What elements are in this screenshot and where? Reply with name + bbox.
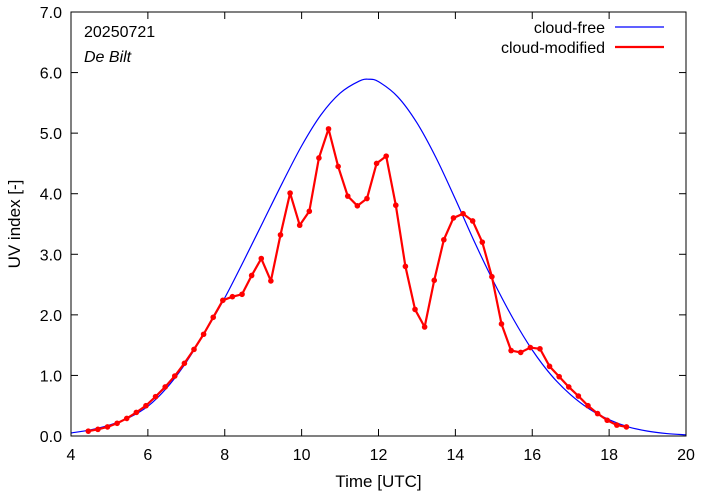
data-point-cloud-modified xyxy=(604,417,611,424)
data-point-cloud-modified xyxy=(383,153,389,159)
data-point-cloud-modified xyxy=(114,420,120,427)
data-point-cloud-modified xyxy=(594,410,601,417)
x-tick-label: 12 xyxy=(370,447,388,464)
data-point-cloud-modified xyxy=(162,384,168,390)
x-axis-label: Time [UTC] xyxy=(335,472,421,491)
data-point-cloud-modified xyxy=(402,263,409,270)
series-layer xyxy=(70,78,687,436)
x-tick-label: 6 xyxy=(143,447,152,464)
data-point-cloud-modified xyxy=(517,349,524,356)
data-point-cloud-modified xyxy=(152,393,159,400)
y-tick-label: 4.0 xyxy=(40,187,62,204)
data-point-cloud-modified xyxy=(364,195,370,202)
x-tick-label: 10 xyxy=(293,447,311,464)
data-point-cloud-modified xyxy=(623,424,630,430)
data-point-cloud-modified xyxy=(431,277,438,284)
data-point-cloud-modified xyxy=(287,190,293,196)
data-point-cloud-modified xyxy=(441,236,447,243)
x-tick-label: 18 xyxy=(600,447,618,464)
data-point-cloud-modified xyxy=(614,422,620,428)
x-tick-label: 14 xyxy=(446,447,464,464)
axis-ticks xyxy=(70,11,687,437)
data-point-cloud-modified xyxy=(200,331,207,338)
y-tick-label: 3.0 xyxy=(40,247,62,264)
x-tick-label: 20 xyxy=(677,447,695,464)
data-point-cloud-modified xyxy=(133,409,140,416)
y-axis-label: UV index [-] xyxy=(5,180,24,269)
data-point-cloud-modified xyxy=(489,273,495,280)
data-point-cloud-modified xyxy=(537,345,543,352)
data-point-cloud-modified xyxy=(412,306,418,313)
data-point-cloud-modified xyxy=(556,373,562,380)
data-point-cloud-modified xyxy=(248,272,255,279)
y-tick-label: 5.0 xyxy=(40,126,62,143)
location-label: De Bilt xyxy=(84,49,132,66)
data-point-cloud-modified xyxy=(210,314,217,321)
data-point-cloud-modified xyxy=(296,222,303,229)
x-tick-label: 16 xyxy=(523,447,541,464)
y-tick-label: 1.0 xyxy=(40,368,62,385)
data-point-cloud-modified xyxy=(95,426,101,433)
data-point-cloud-modified xyxy=(239,291,245,298)
legend-label-cloud-free: cloud-free xyxy=(534,20,605,37)
data-point-cloud-modified xyxy=(316,155,322,161)
y-tick-label: 0.0 xyxy=(40,429,62,446)
data-point-cloud-modified xyxy=(546,363,553,370)
data-point-cloud-modified xyxy=(277,232,284,238)
data-point-cloud-modified xyxy=(85,428,92,434)
tick-labels: 4 6 8 10 12 14 16 18 20 0.0 1.0 2.0 3.0 4.0 5.0 6.0 7.0 xyxy=(40,5,695,464)
data-point-cloud-modified xyxy=(325,126,332,132)
date-label: 20250721 xyxy=(84,24,155,41)
data-point-cloud-modified xyxy=(479,239,486,245)
data-point-cloud-modified xyxy=(469,218,476,224)
legend: cloud-free cloud-modified xyxy=(501,20,664,57)
data-point-cloud-modified xyxy=(123,415,130,422)
data-point-cloud-modified xyxy=(508,347,514,354)
data-point-cloud-modified xyxy=(354,203,361,209)
data-point-cloud-modified xyxy=(181,360,188,367)
data-point-cloud-modified xyxy=(565,384,572,390)
series-line-cloud-free xyxy=(70,78,687,436)
data-point-cloud-modified xyxy=(421,324,428,330)
data-point-cloud-modified xyxy=(585,402,591,409)
data-point-cloud-modified xyxy=(527,344,534,351)
data-point-cloud-modified xyxy=(460,210,466,217)
x-tick-label: 8 xyxy=(220,447,229,464)
y-tick-label: 2.0 xyxy=(40,308,62,325)
data-point-cloud-modified xyxy=(335,163,341,170)
data-point-cloud-modified xyxy=(229,293,236,300)
data-point-cloud-modified xyxy=(191,346,197,353)
data-point-cloud-modified xyxy=(344,193,351,199)
data-point-cloud-modified xyxy=(268,278,274,284)
data-point-cloud-modified xyxy=(373,160,380,167)
data-point-cloud-modified xyxy=(104,424,111,430)
data-point-cloud-modified xyxy=(143,402,149,409)
data-point-cloud-modified xyxy=(220,297,226,304)
plot-frame xyxy=(70,11,687,437)
data-point-cloud-modified xyxy=(575,393,582,399)
x-tick-label: 4 xyxy=(67,447,76,464)
legend-label-cloud-modified: cloud-modified xyxy=(501,40,605,57)
data-point-cloud-modified xyxy=(392,202,399,209)
data-point-cloud-modified xyxy=(171,373,178,379)
data-point-cloud-modified xyxy=(498,321,505,327)
y-tick-label: 6.0 xyxy=(40,66,62,83)
y-tick-label: 7.0 xyxy=(40,5,62,22)
data-point-cloud-modified xyxy=(450,215,457,221)
data-point-cloud-modified xyxy=(306,208,313,215)
data-point-cloud-modified xyxy=(258,255,265,262)
